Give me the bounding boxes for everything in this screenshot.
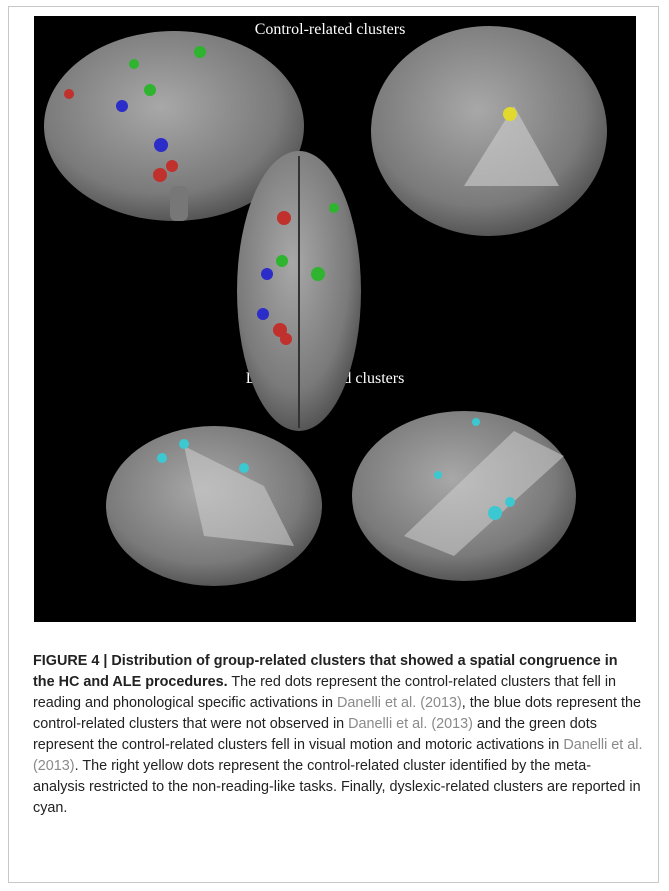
brain-right-lateral — [371, 26, 607, 236]
brain-bottom-left — [106, 426, 322, 586]
citation-link[interactable]: Danelli et al. (2013) — [337, 695, 462, 711]
brain-bottom-right — [352, 411, 576, 581]
brain-top-view — [237, 151, 361, 431]
caption-text: . The right yellow dots represent the co… — [33, 758, 641, 816]
figure-caption: FIGURE 4 | Distribution of group-related… — [33, 651, 643, 819]
citation-link[interactable]: Danelli et al. (2013) — [348, 716, 473, 732]
page: Control-related clusters Dyslexic-relate… — [0, 0, 669, 891]
figure-image: Control-related clusters Dyslexic-relate… — [34, 16, 636, 622]
panel-label: Control-related clusters — [255, 21, 406, 38]
